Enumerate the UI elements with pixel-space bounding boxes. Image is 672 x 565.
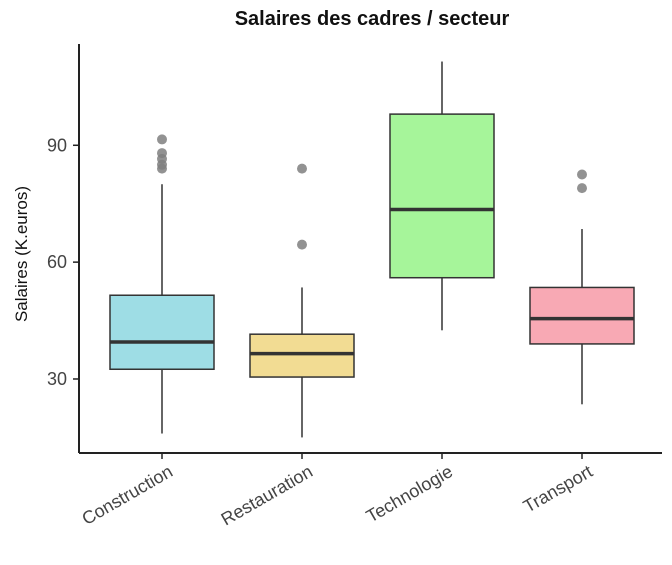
- outlier-point-restauration-1: [297, 163, 307, 174]
- outlier-point-construction-3: [157, 148, 167, 159]
- boxes-layer: [109, 61, 635, 438]
- box-group-technologie: [389, 61, 495, 331]
- box-restauration: [249, 333, 355, 378]
- box-group-restauration: [249, 163, 355, 438]
- axes-layer: [78, 44, 662, 454]
- x-tick-label-construction: Construction: [78, 461, 176, 529]
- outlier-point-construction-4: [157, 134, 167, 145]
- box-group-construction: [109, 134, 215, 434]
- outlier-point-restauration-0: [297, 239, 307, 250]
- x-tick-label-restauration: Restauration: [218, 461, 316, 529]
- outlier-point-transport-0: [577, 183, 587, 194]
- y-tick-label-60: 60: [47, 252, 67, 272]
- y-tick-label-30: 30: [47, 369, 67, 389]
- y-tick-label-90: 90: [47, 135, 67, 155]
- y-axis-label: Salaires (K.euros): [12, 186, 31, 322]
- chart-title: Salaires des cadres / secteur: [235, 8, 510, 30]
- outlier-point-transport-1: [577, 169, 587, 180]
- x-tick-label-transport: Transport: [520, 461, 596, 517]
- x-tick-label-technologie: Technologie: [363, 461, 456, 526]
- box-group-transport: [529, 169, 635, 405]
- box-transport: [529, 286, 635, 345]
- box-construction: [109, 294, 215, 371]
- box-technologie: [389, 113, 495, 279]
